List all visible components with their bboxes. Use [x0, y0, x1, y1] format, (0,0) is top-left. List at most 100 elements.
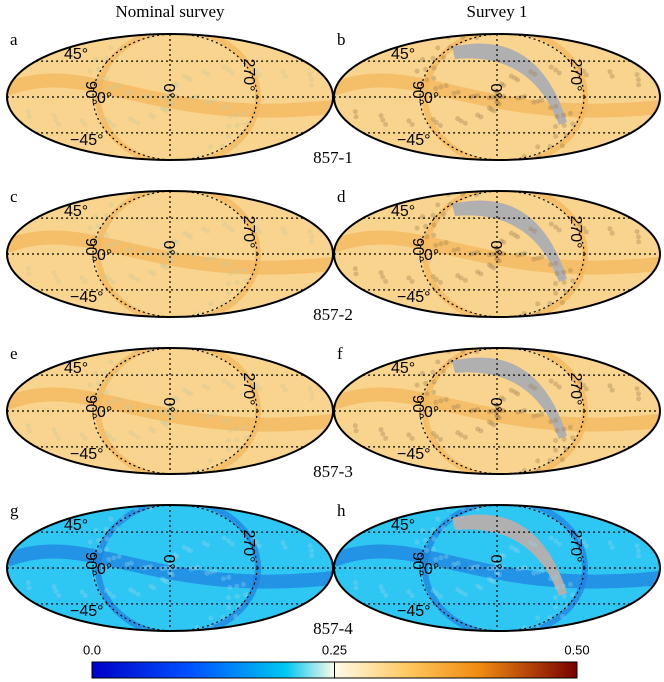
- grid-label: 0°: [97, 247, 112, 264]
- noise: [110, 593, 116, 599]
- noise: [531, 413, 537, 419]
- noise: [188, 391, 194, 397]
- noise: [128, 246, 134, 252]
- noise: [280, 69, 286, 75]
- noise: [570, 435, 576, 441]
- noise: [433, 120, 439, 126]
- noise: [455, 430, 461, 436]
- meridian-ring: [92, 34, 258, 160]
- noise: [547, 262, 553, 268]
- noise: [96, 537, 102, 543]
- noise: [227, 113, 233, 119]
- noise: [79, 118, 85, 124]
- noise: [226, 417, 232, 423]
- noise: [108, 45, 114, 51]
- noise: [581, 225, 587, 231]
- grid-label: 0°: [160, 397, 177, 412]
- noise: [226, 103, 232, 109]
- noise: [236, 603, 242, 609]
- noise: [128, 403, 134, 409]
- noise: [559, 457, 565, 463]
- noise: [494, 565, 500, 571]
- grid-label: 0°: [487, 240, 504, 255]
- noise: [581, 539, 587, 545]
- noise: [547, 105, 553, 111]
- noise: [256, 229, 262, 235]
- noise: [250, 379, 256, 385]
- noise: [455, 116, 461, 122]
- grid-label: 270°: [567, 372, 584, 405]
- noise: [204, 570, 210, 576]
- noise: [135, 120, 141, 126]
- noise: [539, 568, 545, 574]
- noise: [475, 426, 481, 432]
- noise: [609, 387, 615, 393]
- noise: [535, 458, 541, 464]
- noise: [171, 238, 177, 244]
- noise: [561, 122, 567, 128]
- noise: [581, 382, 587, 388]
- missing-data: [452, 514, 567, 596]
- noise: [161, 106, 167, 112]
- noise: [256, 72, 262, 78]
- noise: [378, 113, 384, 119]
- noise: [162, 565, 168, 571]
- noise: [498, 238, 504, 244]
- noise: [528, 226, 534, 232]
- noise: [280, 540, 286, 546]
- noise: [282, 230, 288, 236]
- noise: [56, 435, 62, 441]
- noise: [583, 72, 589, 78]
- noise: [634, 72, 640, 78]
- noise: [443, 83, 449, 89]
- noise: [164, 422, 170, 428]
- noise: [106, 591, 112, 597]
- noise: [103, 526, 109, 532]
- scan-band: [334, 73, 660, 118]
- noise: [97, 77, 103, 83]
- grid-label: 0°: [160, 83, 177, 98]
- noise: [353, 428, 359, 434]
- noise: [229, 541, 235, 547]
- grid-label: 90°: [82, 552, 99, 576]
- noise: [462, 434, 468, 440]
- noise: [128, 273, 134, 279]
- noise: [148, 250, 154, 256]
- noise: [556, 70, 562, 76]
- noise: [87, 68, 93, 74]
- noise: [431, 75, 437, 81]
- noise: [97, 548, 103, 554]
- grid-label: −45°: [397, 446, 431, 463]
- noise: [414, 539, 420, 545]
- noise: [570, 278, 576, 284]
- noise: [495, 100, 501, 106]
- noise: [488, 106, 494, 112]
- noise: [423, 223, 429, 229]
- noise: [254, 68, 260, 74]
- noise: [409, 279, 415, 285]
- noise: [567, 267, 573, 273]
- noise: [435, 516, 441, 522]
- noise: [167, 246, 173, 252]
- noise: [635, 548, 641, 554]
- noise: [104, 379, 110, 385]
- detector-label: 857-1: [313, 148, 353, 167]
- noise: [553, 574, 559, 580]
- noise: [553, 260, 559, 266]
- grid-label: 90°: [409, 81, 426, 105]
- noise: [486, 419, 492, 425]
- noise: [352, 266, 358, 272]
- noise: [159, 262, 165, 268]
- noise: [431, 389, 437, 395]
- noise: [250, 222, 256, 228]
- noise: [570, 121, 576, 127]
- noise: [227, 427, 233, 433]
- scan-band: [334, 544, 660, 589]
- grid-label: −45°: [70, 132, 104, 149]
- noise: [501, 82, 507, 88]
- noise: [406, 275, 412, 281]
- noise: [494, 412, 500, 418]
- noise: [455, 89, 461, 95]
- scan-band: [7, 73, 333, 118]
- noise: [609, 230, 615, 236]
